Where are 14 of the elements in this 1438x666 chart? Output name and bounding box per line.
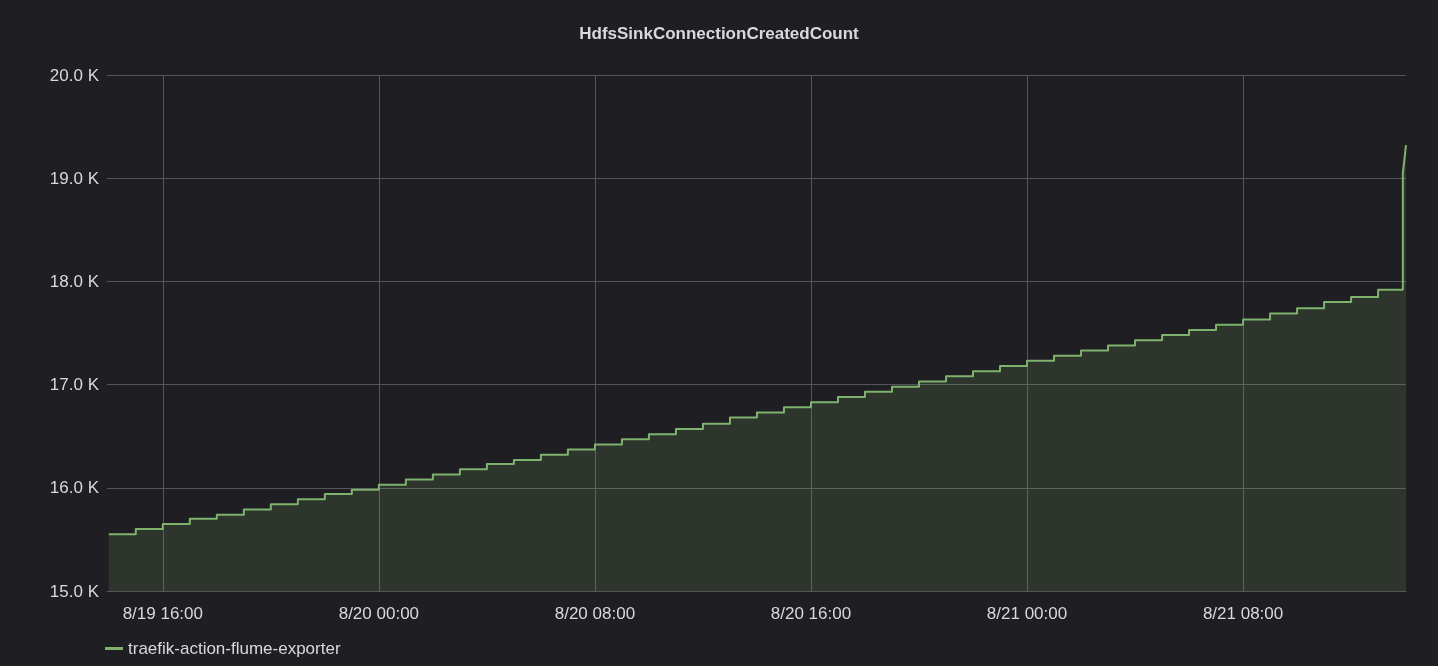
chart-title: HdfsSinkConnectionCreatedCount — [579, 24, 860, 43]
y-tick-label: 19.0 K — [49, 168, 100, 188]
x-tick-label: 8/21 08:00 — [1202, 604, 1284, 623]
legend-label: traefik-action-flume-exporter — [128, 639, 341, 658]
y-tick-label: 16.0 K — [49, 478, 100, 498]
y-tick-label: 20.0 K — [49, 65, 100, 85]
x-tick-label: 8/19 16:00 — [122, 604, 203, 623]
y-tick-label: 17.0 K — [49, 375, 100, 395]
y-tick-label: 15.0 K — [49, 581, 100, 601]
x-tick-label: 8/21 00:00 — [986, 604, 1068, 623]
x-tick-label: 8/20 08:00 — [554, 604, 636, 623]
y-tick-label: 18.0 K — [49, 271, 100, 291]
x-tick-label: 8/20 00:00 — [338, 604, 420, 623]
x-tick-label: 8/20 16:00 — [770, 604, 852, 623]
